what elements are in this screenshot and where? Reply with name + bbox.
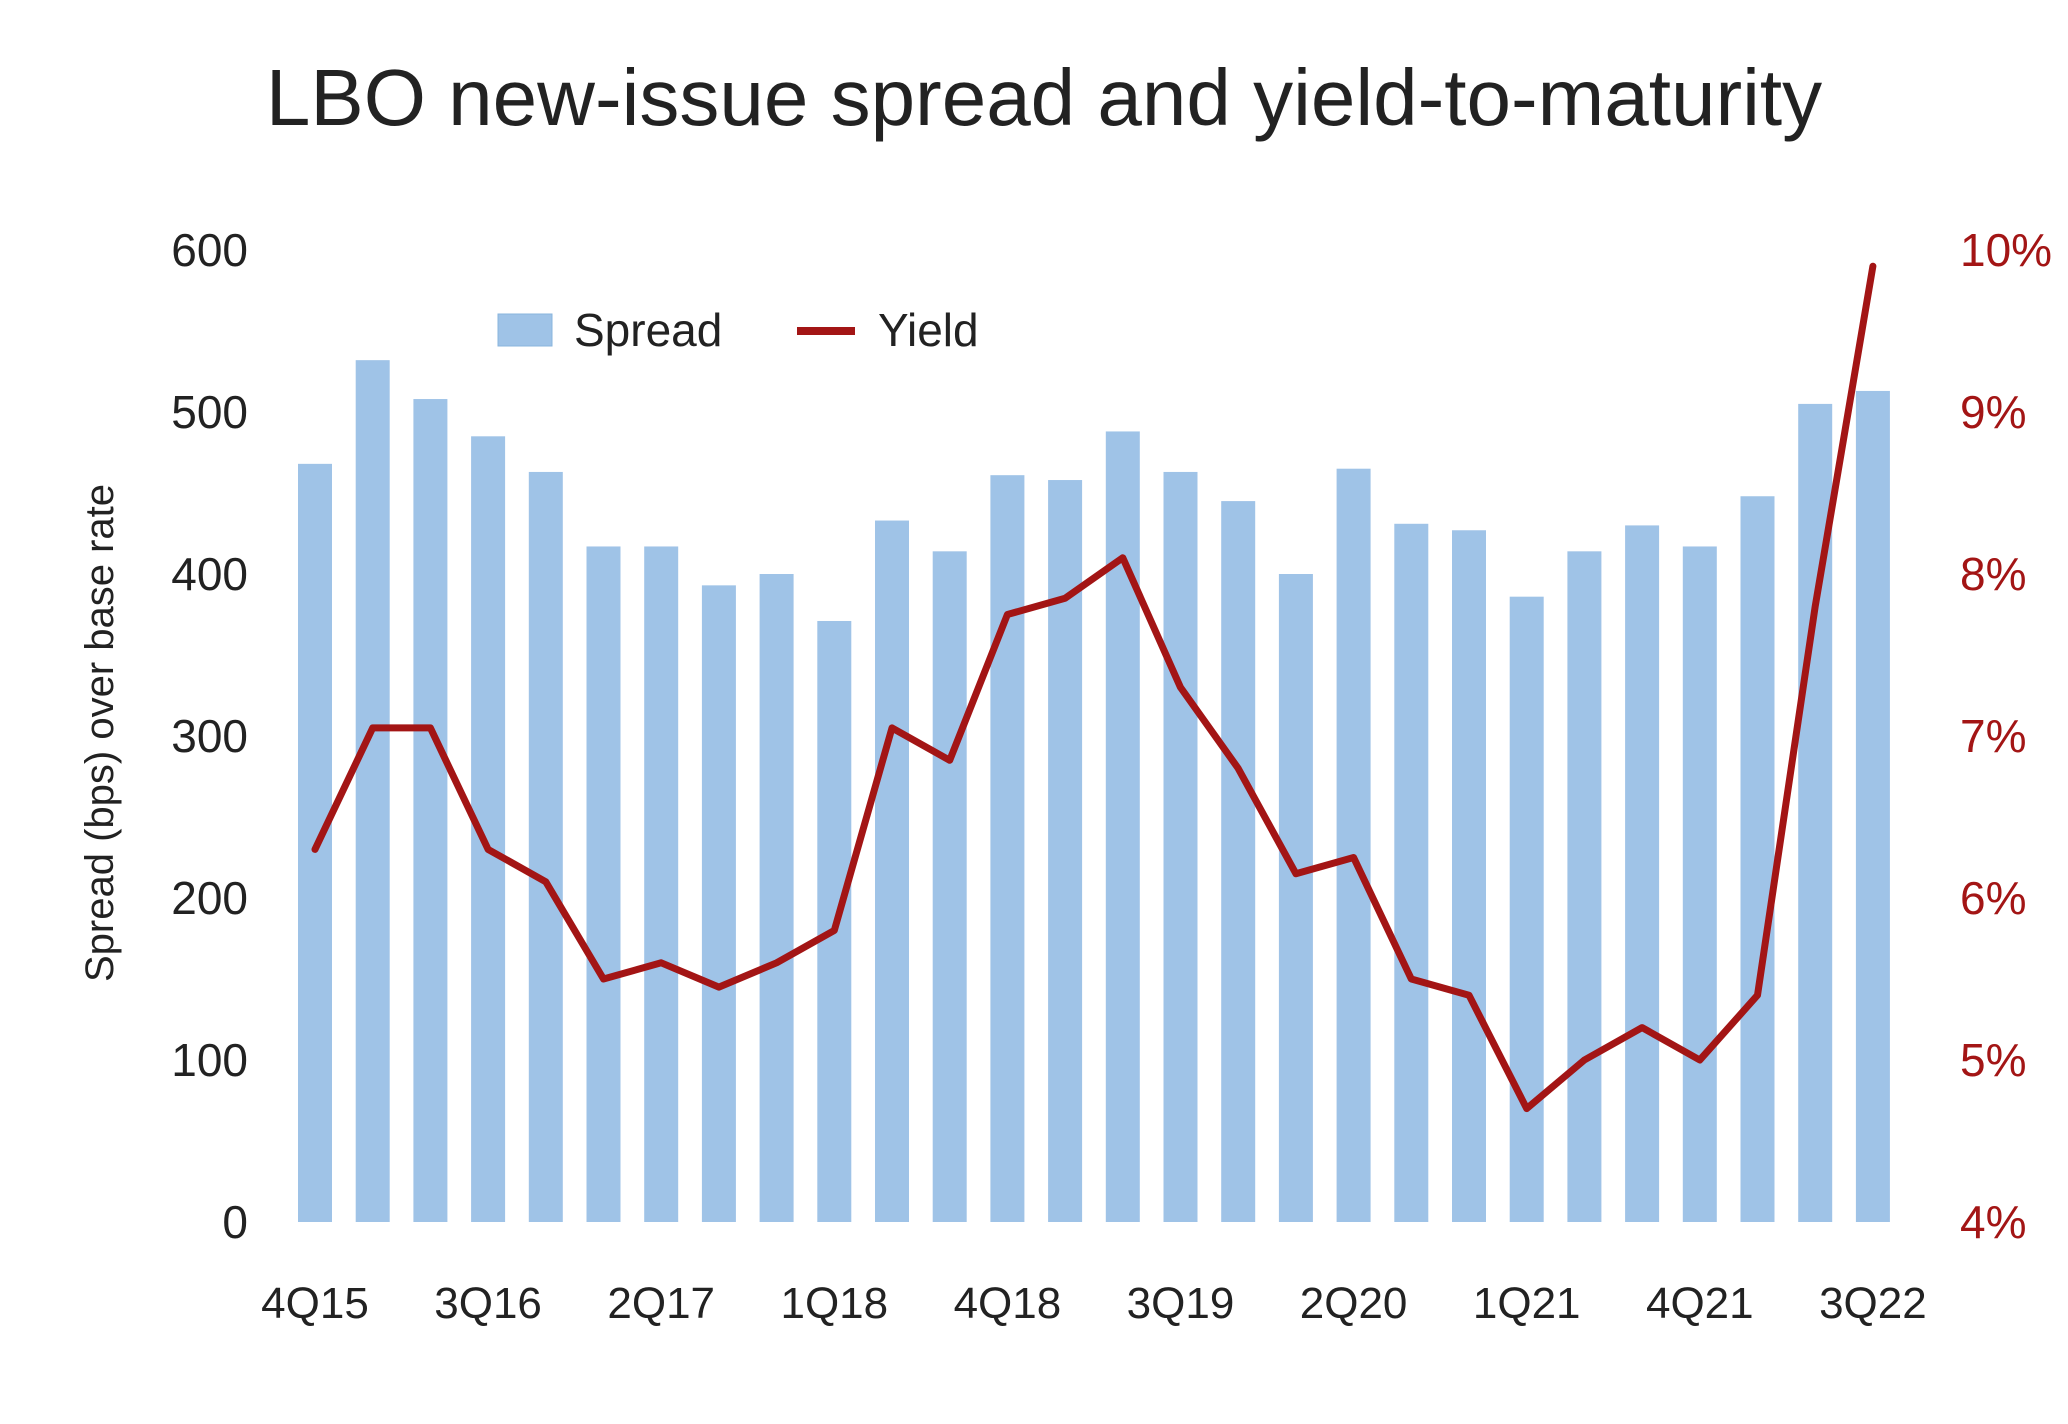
spread-bar — [1105, 431, 1140, 1222]
right-tick-label: 10% — [1960, 224, 2052, 276]
left-tick-label: 200 — [171, 872, 248, 924]
x-tick-label: 4Q18 — [954, 1279, 1062, 1328]
spread-bar — [932, 551, 967, 1222]
x-tick-label: 3Q19 — [1127, 1279, 1235, 1328]
left-tick-label: 100 — [171, 1034, 248, 1086]
spread-bar — [990, 475, 1025, 1222]
left-tick-label: 400 — [171, 548, 248, 600]
right-axis-ticks: 4% 5% 6% 7% 8% 9% 10% — [1960, 224, 2052, 1248]
spread-bar — [1740, 496, 1775, 1222]
y-axis-label: Spread (bps) over base rate — [78, 484, 122, 982]
x-tick-label: 4Q15 — [261, 1279, 369, 1328]
spread-bar — [586, 546, 621, 1222]
spread-bar — [875, 520, 909, 1222]
left-axis-ticks: 0 100 200 300 400 500 600 — [171, 224, 248, 1248]
right-tick-label: 8% — [1960, 548, 2026, 600]
spread-bar — [1567, 551, 1602, 1222]
spread-bar — [1855, 390, 1890, 1222]
x-tick-label: 4Q21 — [1646, 1279, 1754, 1328]
spread-bar — [355, 360, 390, 1222]
legend-spread-label: Spread — [574, 304, 722, 356]
right-tick-label: 9% — [1960, 386, 2026, 438]
legend-yield-label: Yield — [878, 304, 979, 356]
x-tick-label: 2Q17 — [607, 1279, 715, 1328]
spread-bar — [1682, 546, 1717, 1222]
spread-bars — [298, 360, 1890, 1223]
x-tick-label: 3Q16 — [434, 1279, 542, 1328]
x-tick-label: 1Q18 — [780, 1279, 888, 1328]
spread-bar — [1452, 530, 1486, 1222]
legend-spread-swatch — [497, 313, 553, 347]
spread-bar — [1394, 523, 1429, 1222]
x-tick-label: 3Q22 — [1819, 1279, 1927, 1328]
yield-line-group — [311, 262, 1877, 1113]
legend: Spread Yield — [497, 304, 979, 356]
right-tick-label: 6% — [1960, 872, 2026, 924]
spread-bar — [644, 546, 679, 1222]
spread-bar — [1278, 574, 1313, 1222]
spread-bar — [701, 585, 736, 1222]
spread-bar — [413, 399, 448, 1222]
spread-bar — [1509, 596, 1544, 1222]
left-tick-label: 500 — [171, 386, 248, 438]
spread-bar — [759, 574, 794, 1222]
spread-bar — [1336, 468, 1371, 1222]
spread-bar — [1625, 525, 1660, 1222]
right-tick-label: 7% — [1960, 710, 2026, 762]
left-tick-label: 300 — [171, 710, 248, 762]
right-tick-label: 4% — [1960, 1196, 2026, 1248]
yield-line — [311, 262, 1877, 1113]
left-tick-label: 0 — [222, 1196, 248, 1248]
spread-bar — [1221, 501, 1256, 1223]
x-axis-ticks: 4Q15 3Q16 2Q17 1Q18 4Q18 3Q19 2Q20 1Q21 4Q21 3Q22 — [261, 1279, 1927, 1328]
spread-bar — [1163, 471, 1198, 1222]
left-tick-label: 600 — [171, 224, 248, 276]
spread-bar — [528, 471, 563, 1222]
right-tick-label: 5% — [1960, 1034, 2026, 1086]
x-tick-label: 1Q21 — [1473, 1279, 1581, 1328]
chart-title: LBO new-issue spread and yield-to-maturi… — [266, 53, 1822, 142]
x-tick-label: 2Q20 — [1300, 1279, 1408, 1328]
